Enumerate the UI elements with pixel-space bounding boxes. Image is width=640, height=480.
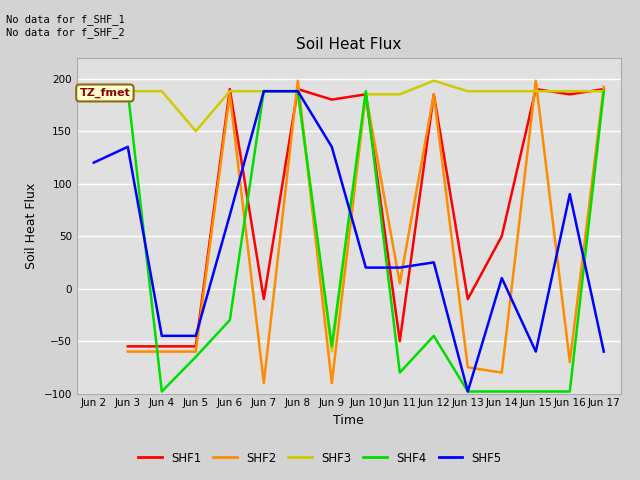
Text: No data for f_SHF_1
No data for f_SHF_2: No data for f_SHF_1 No data for f_SHF_2 <box>6 14 125 38</box>
Y-axis label: Soil Heat Flux: Soil Heat Flux <box>25 182 38 269</box>
Legend: SHF1, SHF2, SHF3, SHF4, SHF5: SHF1, SHF2, SHF3, SHF4, SHF5 <box>134 447 506 469</box>
X-axis label: Time: Time <box>333 414 364 427</box>
Title: Soil Heat Flux: Soil Heat Flux <box>296 37 401 52</box>
Text: TZ_fmet: TZ_fmet <box>79 88 131 98</box>
